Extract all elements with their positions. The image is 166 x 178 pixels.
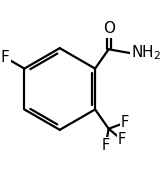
Text: F: F [101, 138, 110, 153]
Text: O: O [103, 21, 115, 36]
Text: F: F [121, 115, 129, 130]
Text: F: F [1, 50, 10, 65]
Text: F: F [118, 132, 126, 147]
Text: NH$_2$: NH$_2$ [131, 44, 161, 62]
